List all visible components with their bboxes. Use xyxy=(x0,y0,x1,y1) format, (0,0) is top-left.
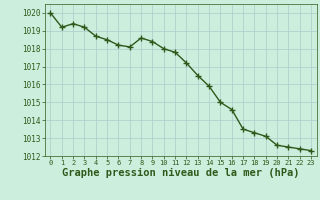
X-axis label: Graphe pression niveau de la mer (hPa): Graphe pression niveau de la mer (hPa) xyxy=(62,168,300,178)
